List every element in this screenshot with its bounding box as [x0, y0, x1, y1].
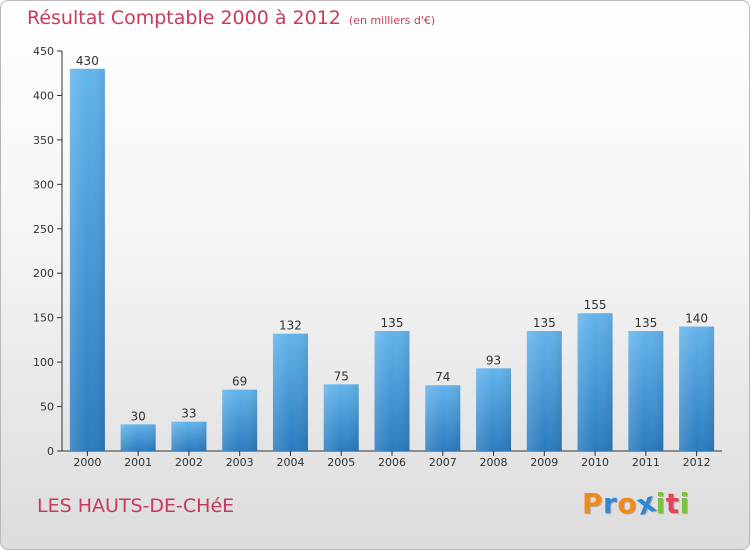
x-tick-label: 2008 [480, 456, 508, 469]
bar-shine-2012 [679, 326, 715, 451]
logo-letter: r [603, 487, 618, 520]
x-tick-label: 2011 [632, 456, 660, 469]
data-label-2012: 140 [685, 312, 708, 326]
x-tick-label: 2002 [175, 456, 203, 469]
bar-shine-2007 [425, 385, 461, 451]
bar-shine-2005 [323, 384, 359, 451]
logo-letter: t [665, 487, 680, 520]
data-label-2007: 74 [435, 370, 450, 384]
x-tick-label: 2007 [429, 456, 457, 469]
data-label-2003: 69 [232, 375, 247, 389]
data-label-2009: 135 [533, 316, 556, 330]
x-tick-label: 2010 [581, 456, 609, 469]
data-label-2004: 132 [279, 319, 302, 333]
x-tick-label: 2003 [226, 456, 254, 469]
chart-subtitle: (en milliers d'€) [348, 14, 436, 27]
logo-letter: i [655, 487, 666, 520]
y-tick-label: 50 [40, 401, 54, 414]
bar-shine-2003 [222, 389, 258, 451]
y-tick-label: 200 [33, 267, 54, 280]
bar-shine-2002 [171, 421, 207, 451]
x-tick-label: 2009 [530, 456, 558, 469]
logo-letter: P [582, 487, 604, 520]
y-tick-label: 150 [33, 312, 54, 325]
chart-data-labels: 430 30 33 69 132 75 135 74 93 135 155 135 140 [76, 54, 708, 424]
bar-shine-2010 [577, 313, 613, 451]
y-tick-label: 350 [33, 134, 54, 147]
bar-shine-2000 [69, 68, 105, 452]
bar-shine-2006 [374, 331, 410, 451]
chart-title-text: Résultat Comptable 2000 à 2012 [27, 7, 341, 29]
data-label-2005: 75 [334, 369, 349, 383]
data-label-2011: 135 [634, 316, 657, 330]
bar-shine-2004 [272, 333, 308, 451]
logo-letter: o [617, 487, 638, 520]
bar-chart: 0 50 100 150 200 250 300 350 400 450 2000 2001 2002 2… [33, 45, 722, 469]
y-tick-label: 400 [33, 89, 54, 102]
chart-bars [69, 68, 715, 452]
y-tick-label: 0 [47, 445, 54, 458]
data-label-2010: 155 [584, 298, 607, 312]
x-tick-label: 2005 [327, 456, 355, 469]
y-tick-label: 450 [33, 45, 54, 58]
data-label-2002: 33 [181, 407, 196, 421]
bar-shine-2001 [120, 424, 156, 451]
x-tick-label: 2012 [683, 456, 711, 469]
data-label-2006: 135 [381, 316, 404, 330]
bar-shine-2009 [526, 331, 562, 451]
chart-title: Résultat Comptable 2000 à 2012 (en millie… [27, 7, 435, 29]
y-tick-label: 300 [33, 178, 54, 191]
x-tick-label: 2000 [73, 456, 101, 469]
bar-shine-2008 [476, 368, 512, 451]
data-label-2000: 430 [76, 54, 99, 68]
y-tick-label: 100 [33, 356, 54, 369]
place-name: LES HAUTS-DE-CHéE [37, 495, 235, 517]
x-tick-label: 2004 [276, 456, 304, 469]
logo-letter: i [679, 487, 690, 520]
y-tick-label: 250 [33, 223, 54, 236]
bar-shine-2011 [628, 331, 664, 451]
x-tick-label: 2006 [378, 456, 406, 469]
data-label-2001: 30 [131, 409, 146, 423]
data-label-2008: 93 [486, 353, 501, 367]
x-tick-label: 2001 [124, 456, 152, 469]
proxiti-logo: Proxiti [582, 485, 690, 522]
